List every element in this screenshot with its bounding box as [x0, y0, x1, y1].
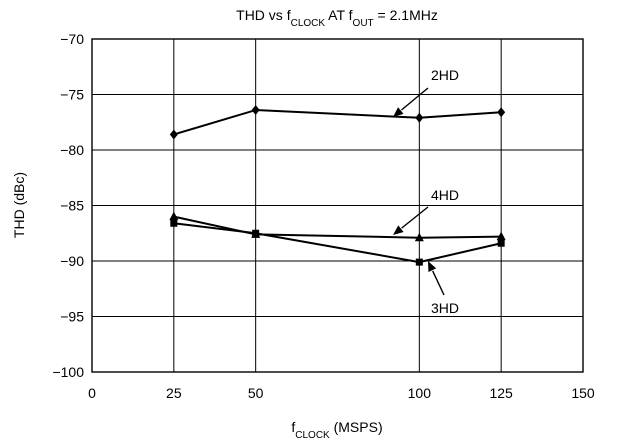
data-point-square: [170, 220, 177, 227]
subscript-text: CLOCK: [291, 18, 326, 29]
x-tick-label: 150: [571, 385, 595, 401]
x-tick-label: 125: [489, 385, 513, 401]
x-tick-label: 25: [166, 385, 182, 401]
y-tick-label: −95: [60, 309, 84, 325]
y-tick-label: −100: [52, 364, 84, 380]
data-point-square: [498, 240, 505, 247]
x-tick-label: 0: [88, 385, 96, 401]
y-tick-label: −85: [60, 198, 84, 214]
y-tick-label: −90: [60, 253, 84, 269]
label-text: THD vs f: [236, 7, 291, 23]
subscript-text: OUT: [353, 18, 374, 29]
x-tick-label: 100: [408, 385, 432, 401]
label-text: (MSPS): [330, 419, 383, 435]
chart-title: THD vs fCLOCK AT fOUT = 2.1MHz: [236, 7, 438, 29]
data-point-square: [416, 259, 423, 266]
series-label-4hd: 4HD: [431, 187, 459, 203]
y-tick-label: −70: [60, 31, 84, 47]
subscript-text: CLOCK: [295, 430, 330, 441]
series-label-3hd: 3HD: [431, 300, 459, 316]
data-point-square: [252, 230, 259, 237]
y-tick-label: −80: [60, 142, 84, 158]
label-text: AT f: [325, 7, 353, 23]
y-axis-label: THD (dBc): [11, 172, 27, 238]
label-text: = 2.1MHz: [374, 7, 438, 23]
x-tick-label: 50: [248, 385, 264, 401]
series-label-2hd: 2HD: [431, 67, 459, 83]
y-tick-label: −75: [60, 87, 84, 103]
x-axis-label: fCLOCK (MSPS): [291, 419, 382, 441]
